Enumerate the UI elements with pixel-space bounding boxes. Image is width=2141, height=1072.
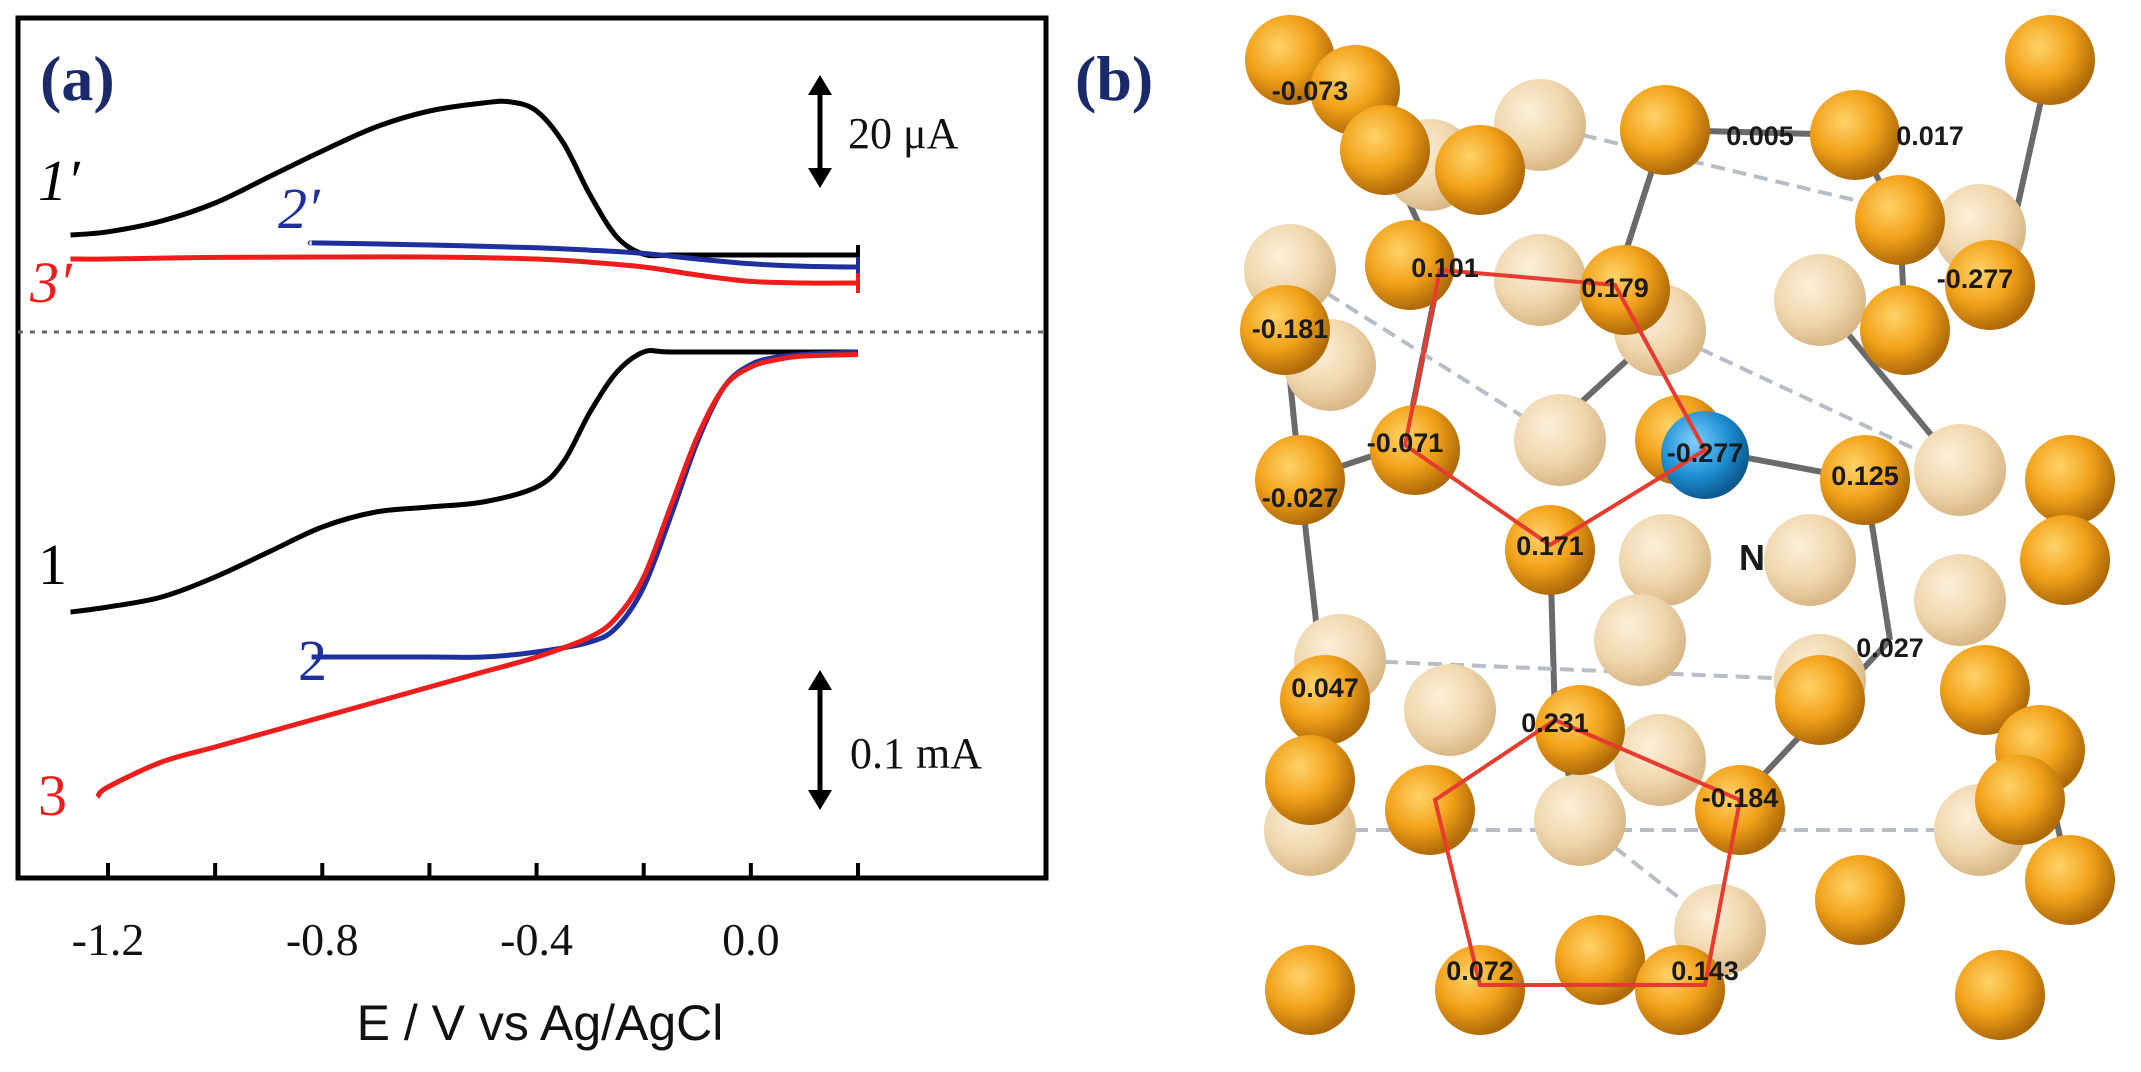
- x-tick-label: -0.4: [500, 914, 573, 965]
- carbon-atom: [2020, 515, 2110, 605]
- x-tick-label: 0.0: [722, 914, 780, 965]
- back-carbon-atom: [1764, 514, 1856, 606]
- back-carbon-atom: [1774, 254, 1866, 346]
- series-label-3: 1: [38, 532, 67, 597]
- carbon-atom: [1820, 435, 1910, 525]
- series-label-5: 3: [38, 763, 67, 828]
- atom-charge-label: -0.277: [1937, 264, 2014, 294]
- carbon-atom: [1775, 655, 1865, 745]
- x-tick-label: -0.8: [286, 914, 359, 965]
- carbon-atom: [1580, 245, 1670, 335]
- atom-charge-label: -0.027: [1262, 483, 1339, 513]
- carbon-atom: [1265, 735, 1355, 825]
- back-carbon-atom: [1619, 514, 1711, 606]
- atom-charge-label: -0.277: [1667, 438, 1744, 468]
- atom-charge-label: -0.071: [1367, 428, 1444, 458]
- atom-charge-labels: -0.073 0.005 0.017 0.101 0.179 -0.277 -0.181 -0…: [1252, 76, 2014, 986]
- atom-charge-label: 0.171: [1516, 531, 1584, 561]
- back-carbon-atom: [1404, 664, 1496, 756]
- back-carbon-atom: [1914, 424, 2006, 516]
- carbon-atom: [1955, 950, 2045, 1040]
- carbon-atom: [1240, 285, 1330, 375]
- x-tick-labels: -1.2 -0.8 -0.4 0.0: [72, 914, 780, 965]
- series-label-4: 2: [298, 628, 327, 693]
- nitrogen-label: N: [1739, 537, 1765, 578]
- back-bond: [1659, 328, 1961, 472]
- carbon-atom: [1555, 915, 1645, 1005]
- panel-b-molecular-model: -0.073 0.005 0.017 0.101 0.179 -0.277 -0.181 -0…: [1075, 15, 2141, 1040]
- curves: [70, 98, 860, 799]
- panel-b-label: (b): [1075, 43, 1153, 114]
- atom-charge-label: -0.181: [1252, 314, 1329, 344]
- series-label-2: 3′: [29, 250, 73, 315]
- curve-labels: 1′ 2′ 3′ 1 2 3: [29, 148, 327, 828]
- atom-charge-label: 0.017: [1896, 121, 1964, 151]
- atom-charge-label: 0.179: [1581, 273, 1649, 303]
- series-line-3: [70, 348, 858, 615]
- carbon-atom: [2005, 15, 2095, 105]
- carbon-atom: [1810, 90, 1900, 180]
- carbon-atom: [1815, 855, 1905, 945]
- atom-charge-label: -0.073: [1272, 76, 1349, 106]
- x-ticks: [106, 863, 860, 878]
- plot-frame: [15, 15, 1049, 881]
- back-carbon-atom: [1614, 714, 1706, 806]
- atom-charge-label: 0.125: [1831, 461, 1899, 491]
- panel-a-chart: (a) -1.2 -0.8 -0.4 0.0 1′ 2′ 3′ 1 2 3 20 μA 0.1 …: [15, 15, 1049, 1051]
- carbon-atom: [1860, 285, 1950, 375]
- ring-outline-1: [1432, 717, 1743, 987]
- atom-charge-label: -0.184: [1702, 783, 1779, 813]
- x-tick-label: -1.2: [72, 914, 145, 965]
- atom-charge-label: 0.101: [1411, 253, 1479, 283]
- carbon-atom: [1280, 655, 1370, 745]
- panel-a-label: (a): [40, 43, 115, 114]
- front-layer-atoms: [1240, 15, 2115, 1040]
- atom-charge-label: 0.005: [1726, 121, 1794, 151]
- carbon-atom: [1385, 765, 1475, 855]
- carbon-atom: [1855, 175, 1945, 265]
- carbon-atom: [1255, 435, 1345, 525]
- carbon-atom: [1340, 105, 1430, 195]
- carbon-atom: [1435, 945, 1525, 1035]
- series-line-0: [70, 98, 858, 259]
- series-line-2: [70, 254, 859, 286]
- carbon-atom: [1265, 945, 1355, 1035]
- back-carbon-atom: [1534, 774, 1626, 866]
- atom-charge-label: 0.072: [1446, 956, 1514, 986]
- atom-charge-label: 0.027: [1856, 633, 1924, 663]
- ring-outline-0: [1402, 267, 1708, 548]
- back-carbon-atom: [1914, 554, 2006, 646]
- series-label-1: 2′: [278, 176, 321, 241]
- nitrogen-atom: [1661, 411, 1749, 499]
- scale-bar-upper-label: 20 μA: [848, 109, 959, 158]
- carbon-atom: [1435, 125, 1525, 215]
- atom-charge-label: 0.047: [1291, 673, 1359, 703]
- scale-bar-lower: 0.1 mA: [808, 670, 982, 810]
- carbon-atom: [1945, 240, 2035, 330]
- carbon-atom: [1940, 645, 2030, 735]
- atom-charge-label: 0.231: [1521, 708, 1589, 738]
- back-bond: [1339, 658, 1821, 682]
- scale-bar-lower-label: 0.1 mA: [850, 729, 982, 778]
- carbon-atom: [1975, 755, 2065, 845]
- back-carbon-atom: [1514, 394, 1606, 486]
- carbon-atom: [2025, 435, 2115, 525]
- highlighted-rings: [1402, 267, 1743, 987]
- carbon-atom: [1365, 220, 1455, 310]
- series-label-0: 1′: [38, 148, 81, 213]
- series-line-4: [311, 349, 859, 660]
- carbon-atom: [2025, 835, 2115, 925]
- scale-bar-upper: 20 μA: [808, 75, 959, 188]
- atom-charge-label: 0.143: [1671, 956, 1739, 986]
- back-carbon-atom: [1594, 594, 1686, 686]
- carbon-atom: [1620, 85, 1710, 175]
- x-axis-title: E / V vs Ag/AgCl: [357, 995, 724, 1051]
- series-line-5: [95, 352, 859, 799]
- carbon-atom: [1635, 945, 1725, 1035]
- series-line-1: [307, 240, 859, 270]
